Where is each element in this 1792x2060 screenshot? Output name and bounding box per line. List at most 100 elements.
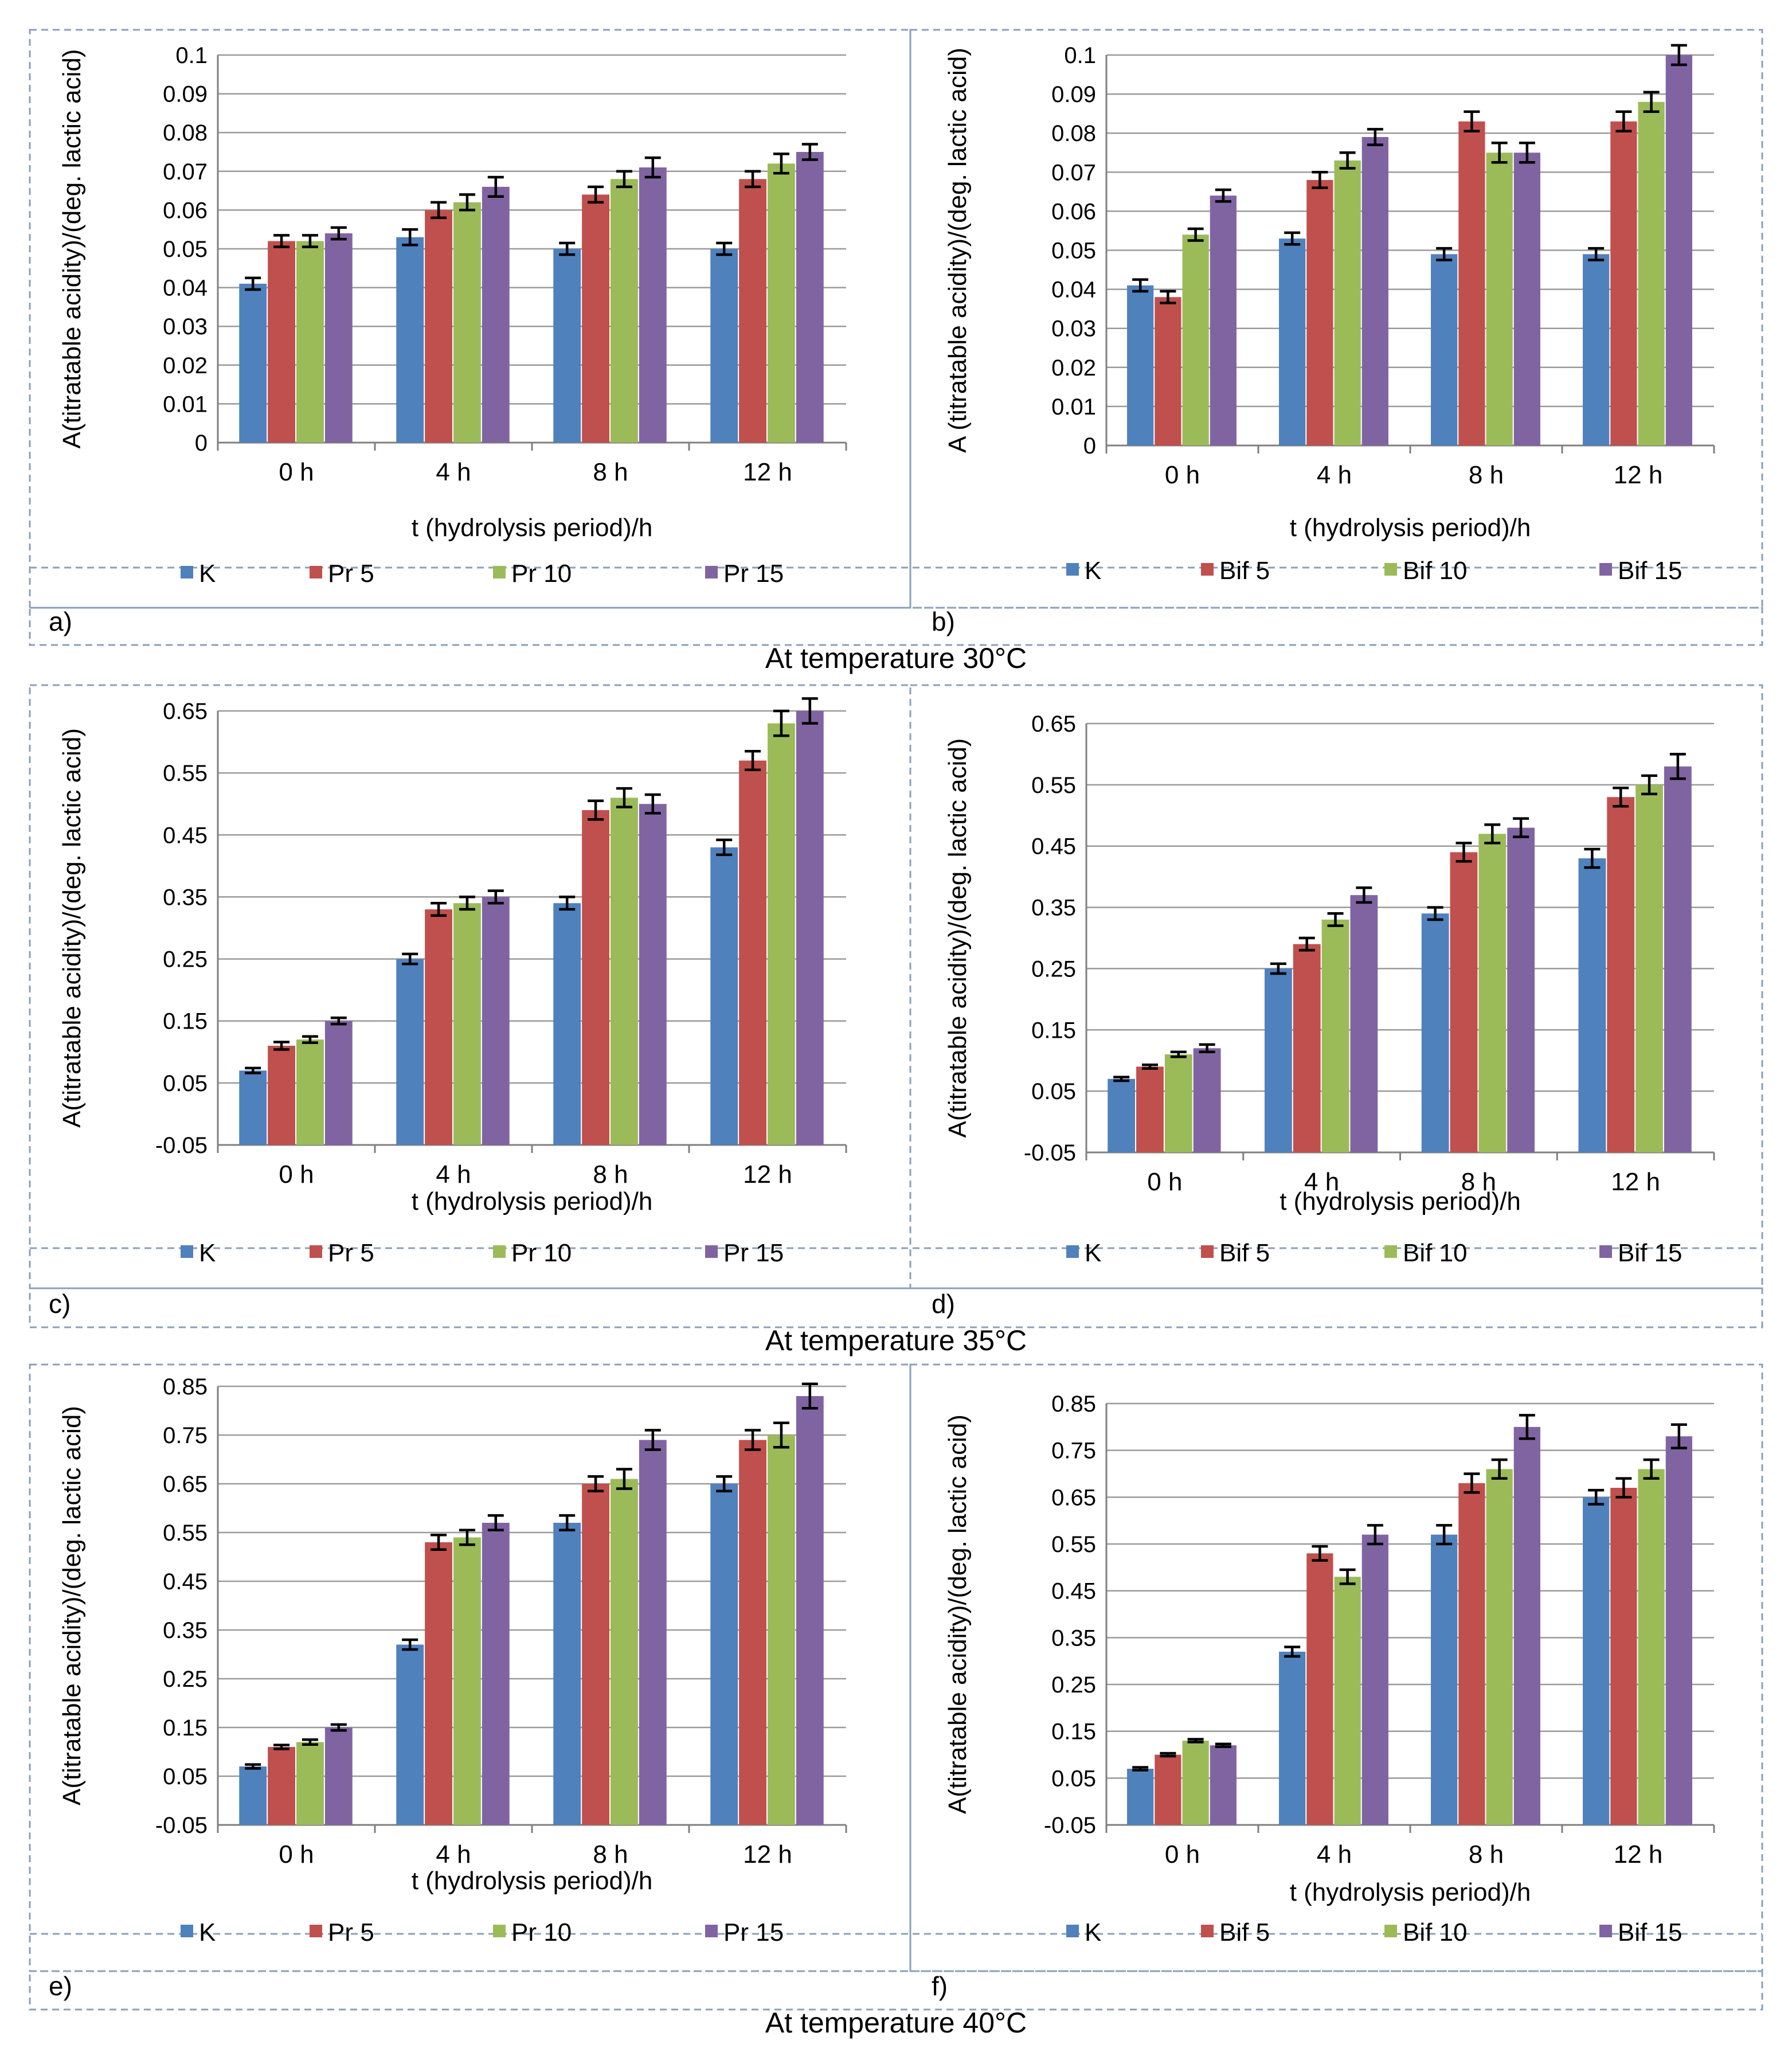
bar-pr-10 — [768, 1435, 795, 1825]
chart-5: -0.05 0.05 0.15 0.25 0.35 0.45 0.55 0.65 0.75 0.8… — [932, 1391, 1715, 2001]
x-tick-label: 0 h — [279, 1840, 314, 1869]
legend-label: K — [1085, 1918, 1101, 1946]
bar-bif-10 — [1164, 1054, 1192, 1152]
error-bar — [273, 234, 290, 248]
y-tick-label: 0.25 — [163, 947, 208, 972]
bar-k — [239, 1766, 267, 1825]
y-tick-label: 0.05 — [1051, 1766, 1096, 1791]
panel-label: f) — [932, 1971, 948, 2001]
y-tick-label: 0.35 — [163, 885, 208, 910]
legend-swatch — [1201, 1245, 1214, 1258]
y-tick-label: 0.15 — [1031, 1018, 1076, 1043]
error-bar — [487, 175, 504, 198]
y-tick-label: 0.03 — [163, 314, 208, 339]
legend-swatch — [705, 1925, 718, 1937]
x-tick-label: 4 h — [1317, 461, 1352, 489]
bar-pr-15 — [482, 186, 510, 443]
error-bar — [1615, 110, 1632, 133]
chart-2: -0.05 0.05 0.15 0.25 0.35 0.45 0.55 0.65 0 h 4 h 8… — [49, 697, 847, 1319]
x-axis-label: t (hydrolysis period)/h — [1280, 1187, 1521, 1215]
error-bar — [716, 838, 733, 857]
error-bar — [1284, 1645, 1301, 1658]
panel-label: c) — [49, 1289, 71, 1319]
x-tick-label: 4 h — [436, 458, 471, 486]
legend-label: K — [199, 1239, 216, 1267]
error-bar — [1670, 1423, 1687, 1449]
legend-label: K — [1085, 557, 1101, 585]
bar-bif-15 — [1513, 153, 1540, 445]
y-axis-label: A(titratable acidity)/(deg. lactic acid) — [58, 49, 86, 449]
error-bar — [745, 170, 761, 189]
y-tick-label: 0 — [1083, 433, 1096, 459]
bar-pr-10 — [611, 179, 638, 443]
y-tick-label: 0.55 — [1031, 773, 1076, 798]
y-tick-label: 0.15 — [163, 1009, 208, 1034]
y-tick-label: -0.05 — [1024, 1140, 1076, 1166]
bar-k — [1108, 1078, 1136, 1152]
legend-label: Bif 5 — [1219, 1239, 1270, 1267]
legend-swatch — [1384, 1245, 1397, 1258]
error-bar — [459, 896, 475, 911]
bar-k — [1264, 968, 1292, 1152]
error-bar — [1643, 91, 1660, 113]
error-bar — [1367, 1524, 1383, 1546]
bar-pr-5 — [268, 1747, 295, 1825]
temperature-caption-1: At temperature 35°C — [765, 1324, 1027, 1357]
caption-frame-0 — [29, 607, 1763, 646]
panel-label: d) — [932, 1289, 955, 1319]
panel-frame-1 — [909, 29, 1763, 609]
bar-pr-5 — [582, 194, 609, 443]
error-bar — [644, 1429, 661, 1451]
error-bar — [559, 896, 576, 911]
chart-0: 0 0.01 0.02 0.03 0.04 0.05 0.06 0.07 0.08 0.09 0.1… — [49, 43, 847, 636]
y-tick-label: 0.35 — [1051, 1625, 1096, 1651]
bar-pr-5 — [739, 179, 766, 443]
y-tick-label: 0.55 — [163, 761, 208, 786]
y-tick-label: 0.09 — [163, 82, 208, 107]
legend-label: Bif 5 — [1219, 557, 1270, 585]
error-bar — [302, 234, 318, 248]
y-tick-label: 0.02 — [1051, 355, 1096, 381]
bar-bif-15 — [1210, 1745, 1237, 1825]
legend-label: Pr 15 — [723, 1918, 784, 1946]
bar-bif-5 — [1155, 1754, 1181, 1825]
bar-pr-5 — [268, 241, 295, 443]
chart-1: 0 0.01 0.02 0.03 0.04 0.05 0.06 0.07 0.08 0.09 0.1… — [932, 43, 1715, 636]
error-bar — [459, 193, 475, 212]
y-tick-label: 0.05 — [163, 1071, 208, 1096]
legend-swatch — [1201, 563, 1214, 576]
y-tick-label: 0.75 — [163, 1423, 208, 1448]
legend-label: Bif 10 — [1403, 1239, 1468, 1267]
y-tick-label: 0.35 — [1031, 896, 1076, 921]
legend-label: Pr 15 — [723, 560, 784, 588]
panel-frame-5 — [909, 1363, 1763, 1972]
error-bar — [402, 952, 418, 965]
error-bar — [1170, 1050, 1187, 1058]
error-bar — [459, 1529, 475, 1546]
y-tick-label: 0.07 — [163, 159, 208, 185]
y-tick-label: 0.85 — [1051, 1391, 1096, 1417]
error-bar — [716, 241, 733, 256]
x-tick-label: 8 h — [593, 1160, 628, 1189]
bar-k — [1279, 1651, 1306, 1825]
y-tick-label: 0.85 — [163, 1374, 208, 1400]
legend-swatch — [310, 566, 322, 578]
x-axis-label: t (hydrolysis period)/h — [1290, 1878, 1531, 1906]
y-tick-label: 0.06 — [1051, 199, 1096, 224]
legend-label: K — [199, 560, 216, 588]
error-bar — [1132, 278, 1149, 293]
y-tick-label: 0.75 — [1051, 1439, 1096, 1464]
error-bar — [559, 1514, 576, 1531]
bar-pr-15 — [324, 233, 353, 443]
error-bar — [1484, 823, 1501, 845]
bar-bif-15 — [1350, 895, 1378, 1152]
legend-swatch — [1384, 563, 1397, 576]
error-bar — [1519, 141, 1535, 164]
error-bar — [1584, 847, 1601, 869]
legend-swatch — [1599, 1925, 1612, 1937]
bar-bif-5 — [1155, 297, 1181, 445]
error-bar — [644, 793, 661, 815]
error-bar — [1141, 1063, 1158, 1070]
bar-pr-10 — [296, 241, 324, 443]
y-tick-label: 0.01 — [1051, 394, 1096, 420]
